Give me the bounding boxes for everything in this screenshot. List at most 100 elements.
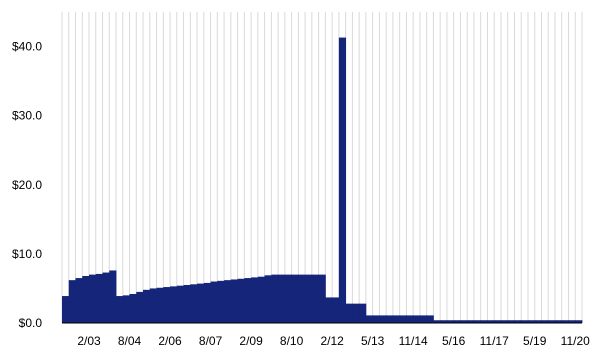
bar bbox=[89, 274, 97, 323]
bar bbox=[440, 320, 448, 323]
bar bbox=[392, 315, 401, 323]
bar bbox=[163, 287, 171, 323]
bar bbox=[75, 278, 83, 323]
bar bbox=[419, 315, 428, 323]
bar bbox=[480, 320, 488, 323]
bar bbox=[109, 270, 117, 323]
bar bbox=[251, 277, 259, 323]
bar bbox=[379, 315, 387, 323]
bar bbox=[534, 320, 542, 323]
bar bbox=[325, 297, 333, 323]
x-tick-label: 11/17 bbox=[480, 334, 509, 348]
bar bbox=[136, 291, 144, 323]
bar bbox=[386, 315, 394, 323]
bar bbox=[129, 293, 137, 323]
bar bbox=[170, 286, 178, 323]
bar bbox=[494, 320, 502, 323]
bars bbox=[62, 37, 583, 324]
bar bbox=[62, 296, 70, 323]
bar bbox=[291, 274, 299, 323]
y-tick-label: $10.0 bbox=[12, 247, 42, 261]
bar bbox=[467, 320, 475, 323]
bar bbox=[365, 315, 374, 323]
bar bbox=[372, 315, 380, 323]
x-tick-label: 2/12 bbox=[320, 334, 344, 348]
bar bbox=[116, 296, 124, 323]
bar bbox=[426, 315, 434, 323]
bar bbox=[575, 320, 583, 323]
bar bbox=[352, 303, 360, 323]
bar bbox=[68, 280, 76, 323]
bar bbox=[561, 320, 569, 323]
x-tick-labels: 2/03 8/04 2/06 8/07 2/09 8/10 2/12 5/13 11/14 5/1… bbox=[77, 334, 590, 348]
bar bbox=[514, 320, 522, 323]
x-tick-label: 2/09 bbox=[239, 334, 263, 348]
x-tick-label: 11/14 bbox=[399, 334, 428, 348]
bar bbox=[197, 283, 205, 323]
bar bbox=[318, 274, 326, 323]
bar bbox=[311, 274, 320, 323]
bar bbox=[237, 278, 245, 323]
y-tick-label: $30.0 bbox=[12, 109, 42, 123]
bar bbox=[278, 274, 286, 323]
x-tick-label: 11/20 bbox=[561, 334, 590, 348]
bar bbox=[203, 282, 211, 323]
bar bbox=[473, 320, 482, 323]
x-tick-label: 8/07 bbox=[199, 334, 223, 348]
bar bbox=[298, 274, 306, 323]
x-tick-label: 8/04 bbox=[118, 334, 142, 348]
y-tick-labels: $0.0 $10.0 $20.0 $30.0 $40.0 bbox=[12, 40, 42, 330]
bar bbox=[345, 303, 353, 323]
bar bbox=[487, 320, 495, 323]
bar bbox=[284, 274, 293, 323]
bar bbox=[95, 273, 103, 323]
bar bbox=[413, 315, 421, 323]
bar bbox=[102, 272, 110, 323]
bar bbox=[554, 320, 563, 323]
bar bbox=[143, 289, 151, 323]
bar bbox=[176, 285, 184, 323]
bar bbox=[257, 276, 265, 323]
bar bbox=[224, 280, 232, 323]
bar bbox=[359, 303, 367, 323]
bar bbox=[156, 287, 164, 323]
x-tick-label: 2/03 bbox=[77, 334, 101, 348]
bar bbox=[406, 315, 414, 323]
bar bbox=[190, 284, 198, 323]
bar bbox=[210, 281, 218, 323]
y-tick-label: $40.0 bbox=[12, 40, 42, 54]
x-tick-label: 5/19 bbox=[523, 334, 547, 348]
bar bbox=[271, 274, 279, 323]
bar bbox=[82, 276, 90, 323]
bar bbox=[217, 280, 225, 323]
bar bbox=[305, 274, 313, 323]
bar bbox=[183, 284, 191, 323]
bar bbox=[230, 279, 238, 323]
bar bbox=[122, 295, 130, 323]
bar bbox=[244, 278, 252, 323]
y-tick-label: $20.0 bbox=[12, 178, 42, 192]
bar bbox=[453, 320, 461, 323]
x-tick-label: 2/06 bbox=[158, 334, 182, 348]
bar bbox=[548, 320, 556, 323]
x-tick-label: 5/13 bbox=[361, 334, 385, 348]
bar bbox=[521, 320, 529, 323]
bar bbox=[433, 320, 441, 323]
bar bbox=[500, 320, 509, 323]
bar bbox=[527, 320, 536, 323]
x-tick-label: 5/16 bbox=[442, 334, 466, 348]
y-tick-label: $0.0 bbox=[19, 316, 43, 330]
bar bbox=[568, 320, 576, 323]
bar bbox=[446, 320, 455, 323]
bar bbox=[541, 320, 549, 323]
bar bbox=[507, 320, 515, 323]
x-tick-label: 8/10 bbox=[280, 334, 304, 348]
bar bbox=[149, 288, 157, 323]
bar bbox=[460, 320, 468, 323]
bar bbox=[399, 315, 407, 323]
bar bbox=[264, 275, 272, 323]
gridlines bbox=[61, 12, 583, 323]
bar bbox=[332, 297, 340, 323]
